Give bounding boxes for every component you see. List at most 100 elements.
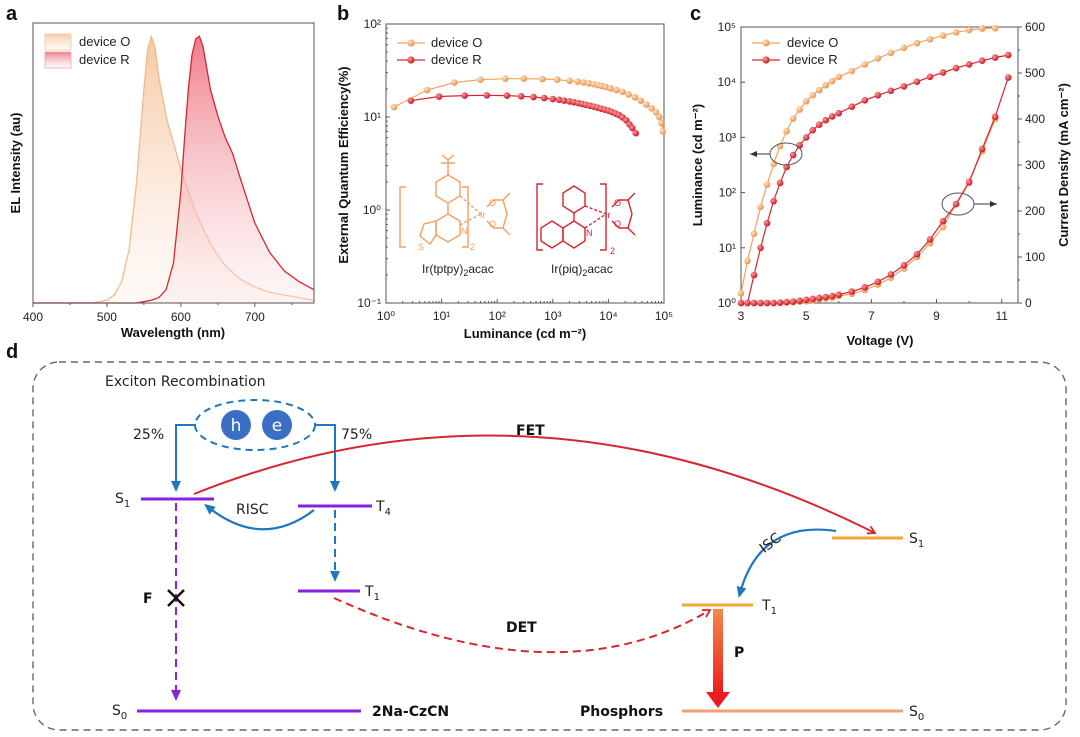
data-point: [1004, 51, 1012, 59]
legend-marker-device-o: [762, 39, 770, 47]
data-point: [737, 289, 745, 297]
y-left-tick-label: 10³: [719, 130, 736, 144]
molecule-ir-tptpy2-acac: [399, 154, 511, 248]
left-axis-indicator-ellipse: [769, 142, 803, 166]
data-point: [913, 78, 921, 86]
data-point: [642, 101, 650, 108]
exciton-recombination-title: Exciton Recombination: [105, 374, 266, 390]
host-t4-label: T4: [375, 499, 391, 518]
singlet-percentage: 25%: [133, 427, 164, 443]
hole-label: h: [231, 416, 242, 436]
data-point: [926, 73, 934, 81]
data-point: [613, 86, 620, 94]
data-point: [848, 67, 856, 75]
x-tick-label: 7: [868, 309, 875, 323]
data-point: [555, 96, 563, 104]
data-point: [783, 127, 790, 135]
data-point: [553, 76, 561, 83]
legend-swatch-device-r: [44, 51, 72, 69]
atom-ir: Ir: [605, 210, 611, 220]
singlet-formation-arrow: [171, 424, 196, 492]
fluorescence-label: F: [143, 591, 153, 607]
det-label: DET: [506, 620, 537, 636]
data-point: [835, 109, 843, 117]
data-point: [991, 54, 999, 61]
y-right-tick-label: 300: [1025, 158, 1045, 172]
y-left-tick-label: 10⁰: [718, 296, 736, 310]
panel-d-energy-transfer-diagram: Exciton Recombination h e 25% 75% S1 T4 …: [32, 361, 1067, 731]
y-left-tick-label: 10⁵: [718, 20, 736, 34]
electron-circle: [262, 410, 292, 440]
data-point: [809, 91, 816, 99]
bracket-right: [462, 186, 469, 248]
data-point: [737, 299, 745, 307]
data-point: [887, 271, 895, 278]
data-point: [828, 113, 836, 120]
fet-label: FET: [516, 423, 545, 439]
x-tick-label: 700: [245, 310, 265, 324]
x-tick-label: 5: [803, 309, 810, 323]
data-point: [900, 44, 908, 52]
panel-c-axis-indicators: [750, 142, 997, 216]
x-tick-label: 10²: [489, 309, 506, 323]
legend-label-device-o: device O: [79, 34, 130, 49]
line-device-o: [393, 78, 664, 132]
data-point: [539, 75, 546, 83]
y-tick-label: 10⁻¹: [357, 296, 381, 310]
panel-a-x-axis-title: Wavelength (nm): [121, 325, 225, 340]
phosphorescence-arrow: [706, 609, 730, 708]
panel-c-x-axis-title: Voltage (V): [847, 333, 914, 348]
data-point: [655, 113, 663, 121]
data-point: [477, 76, 484, 83]
data-point: [991, 113, 999, 120]
fet-arrow: [193, 434, 877, 535]
x-tick-label: 10³: [544, 309, 561, 323]
data-point: [770, 160, 777, 168]
data-point: [659, 128, 667, 135]
data-point: [848, 103, 856, 110]
bracket-left: [399, 186, 406, 248]
data-point: [520, 75, 528, 83]
data-point: [407, 97, 415, 104]
data-point: [913, 39, 921, 47]
ligand-count: 2: [610, 246, 615, 256]
y-right-tick-label: 100: [1025, 250, 1045, 264]
x-tick-label: 9: [933, 309, 940, 323]
ir-coordination-bonds: [584, 205, 607, 229]
atom-o: O: [489, 198, 496, 208]
phenyl-ring: [562, 185, 586, 214]
isoquinoline-ring-a: [562, 220, 586, 249]
legend-marker-device-r: [762, 56, 770, 64]
data-point: [978, 145, 986, 153]
panel-label-d: d: [6, 341, 18, 363]
panel-c-jvl: 3 5 7 9 11 10⁰ 10¹ 10² 10³ 10⁴ 10⁵ 0 100 200 300 400 500…: [690, 20, 1071, 348]
data-point: [530, 93, 537, 101]
atom-n: N: [586, 228, 593, 238]
data-point: [789, 115, 797, 122]
molecule-label-ir-tptpy2-acac: Ir(tptpy)2acac: [422, 262, 494, 278]
data-point: [822, 116, 830, 124]
acac-ligand: [611, 192, 636, 236]
data-point: [828, 292, 836, 300]
x-tick-label: 600: [171, 310, 191, 324]
data-point: [637, 97, 644, 104]
line-device-r: [410, 94, 637, 134]
data-point: [658, 119, 665, 127]
data-point: [607, 85, 615, 92]
exciton-pair-ellipse: [194, 399, 316, 451]
data-point: [423, 86, 431, 94]
panel-a-frame: [32, 22, 315, 304]
data-point: [770, 299, 777, 307]
y-right-tick-label: 600: [1025, 20, 1045, 34]
data-point: [566, 77, 573, 85]
y-left-tick-label: 10⁴: [717, 75, 736, 89]
y-right-tick-label: 0: [1025, 296, 1032, 310]
data-point: [939, 69, 947, 76]
data-point: [978, 57, 986, 65]
line-device-r: [33, 35, 315, 304]
data-point: [789, 298, 797, 305]
data-point: [952, 29, 960, 36]
data-point: [757, 244, 764, 252]
panel-c-y-left-axis-title: Luminance (cd m⁻²): [690, 104, 705, 226]
